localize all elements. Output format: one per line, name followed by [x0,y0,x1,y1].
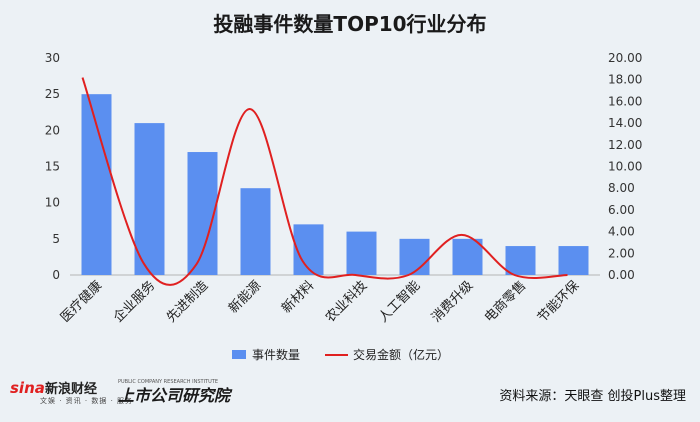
category-label: 电商零售 [481,278,529,326]
bar-新能源 [240,188,271,275]
sina-finance-logo: sina 新浪财经 [10,379,97,397]
bar-先进制造 [187,152,218,275]
bar-消费升级 [452,238,483,275]
left-tick-label: 20 [45,123,60,137]
left-tick-label: 30 [45,51,60,65]
bar-series [81,94,589,276]
left-tick-label: 15 [45,160,60,174]
sina-subtitle: 文娱 · 资讯 · 数据 · 服务 [40,397,134,405]
category-label: 节能环保 [535,278,582,325]
right-axis: 0.00 2.00 4.00 6.00 8.00 10.00 12.00 14.00 16.00… [608,51,642,282]
right-tick-label: 14.00 [608,116,642,130]
right-tick-label: 10.00 [608,160,642,174]
right-tick-label: 16.00 [608,94,642,108]
bar-人工智能 [399,238,430,275]
x-axis-labels: 医疗健康 企业服务 先进制造 新能源 新材料 农业科技 人工智能 消费升级 电商零售 节能环保 [57,278,582,326]
right-tick-label: 20.00 [608,51,642,65]
bar-电商零售 [505,246,536,275]
bar-企业服务 [134,123,165,275]
chart-title: 投融事件数量TOP10行业分布 [213,12,487,36]
right-tick-label: 2.00 [608,246,635,260]
legend-line-label: 交易金额（亿元） [353,347,449,362]
left-tick-label: 25 [45,87,60,101]
bar-医疗健康 [81,94,112,276]
category-label: 消费升级 [429,278,476,325]
right-tick-label: 4.00 [608,225,635,239]
right-tick-label: 12.00 [608,138,642,152]
sina-logo-text: sina [10,379,45,397]
category-label: 新材料 [278,278,317,317]
category-label: 人工智能 [376,278,423,325]
left-tick-label: 5 [52,232,60,246]
right-tick-label: 6.00 [608,203,635,217]
bar-节能环保 [558,246,589,275]
category-label: 企业服务 [110,278,158,326]
category-label: 新能源 [225,278,264,317]
right-tick-label: 8.00 [608,181,635,195]
left-tick-label: 0 [52,268,60,282]
right-tick-label: 18.00 [608,73,642,87]
right-tick-label: 0.00 [608,268,635,282]
legend-bar-label: 事件数量 [252,347,300,362]
research-logo-text: 上市公司研究院 [118,386,233,405]
legend-bar-swatch [232,350,246,359]
left-tick-label: 10 [45,196,60,210]
source-note: 资料来源：天眼查 创投Plus整理 [499,389,686,404]
bar-农业科技 [346,231,377,275]
left-axis: 0 5 10 15 20 25 30 [45,51,60,282]
category-label: 农业科技 [323,278,370,325]
sina-logo-cn: 新浪财经 [45,381,97,397]
category-label: 医疗健康 [57,278,105,326]
bar-新材料 [293,224,324,275]
research-institute-logo: PUBLIC COMPANY RESEARCH INSTITUTE 上市公司研究… [118,379,233,405]
legend: 事件数量 交易金额（亿元） [232,347,449,362]
research-logo-sub: PUBLIC COMPANY RESEARCH INSTITUTE [118,379,218,385]
line-series-amount [81,77,568,286]
